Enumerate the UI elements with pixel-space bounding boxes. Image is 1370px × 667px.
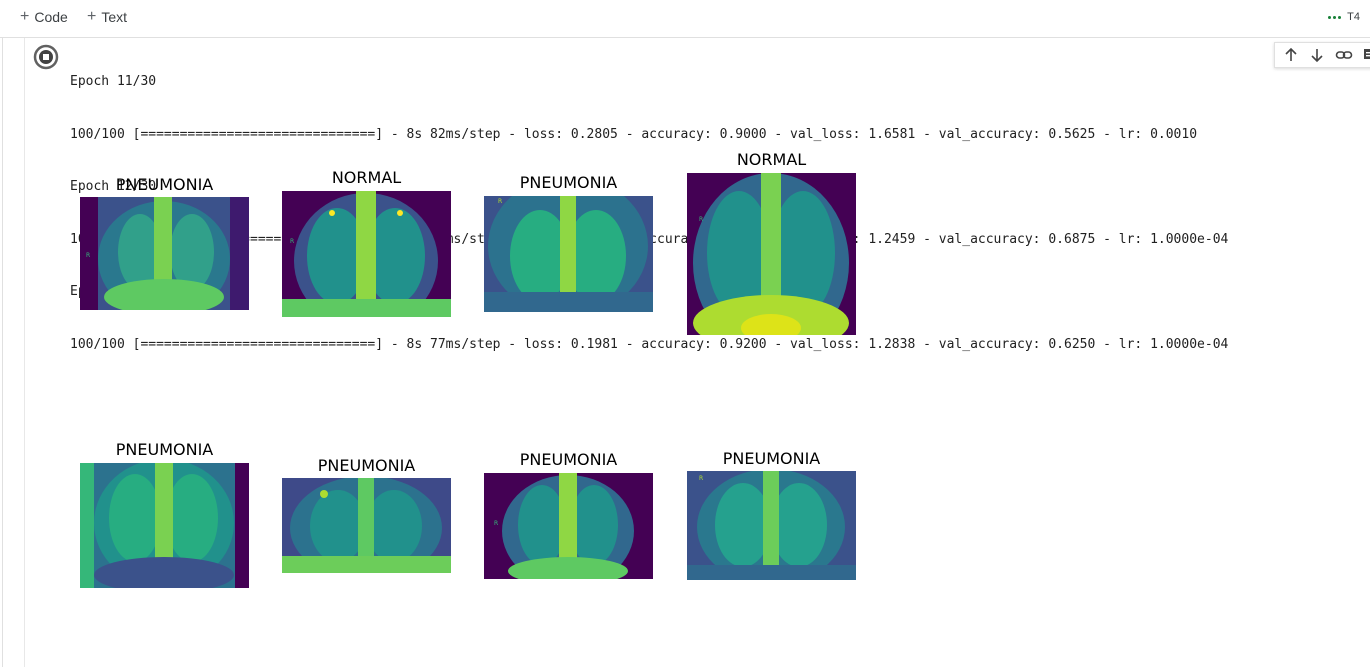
prediction-label: NORMAL [736, 150, 807, 169]
runtime-status-icon [1328, 15, 1342, 19]
prediction-label: PNEUMONIA [519, 450, 618, 469]
prediction-figure: PNEUMONIA R [687, 449, 856, 580]
chest-xray-image: R [484, 473, 653, 579]
chest-xray-image: R [484, 196, 653, 312]
arrow-down-icon [1311, 49, 1323, 63]
chest-xray-image: R [687, 173, 856, 335]
runtime-label: T4 [1347, 11, 1360, 23]
plus-icon: + [20, 8, 30, 25]
add-text-label: Text [101, 9, 128, 25]
chest-xray-image: R [282, 191, 451, 317]
output-line: Epoch 12/30 [70, 179, 157, 194]
cell-toolbar [1274, 42, 1370, 68]
stop-circle-icon [33, 44, 59, 70]
prediction-figure: PNEUMONIA R [484, 450, 653, 579]
comment-icon [1364, 49, 1370, 59]
comment-button[interactable] [1363, 47, 1370, 63]
svg-text:R: R [290, 238, 294, 245]
chest-xray-image [80, 463, 249, 588]
output-line: Epoch 11/30 [70, 74, 157, 89]
prediction-label: PNEUMONIA [519, 173, 618, 192]
svg-text:R: R [494, 520, 498, 527]
arrow-up-icon [1285, 47, 1297, 61]
svg-text:R: R [498, 198, 502, 205]
output-line: 100/100 [==============================]… [70, 336, 1229, 352]
chest-xray-image: R [687, 471, 856, 580]
prediction-figure: PNEUMONIA R [484, 173, 653, 312]
output-line: 100/100 [==============================]… [70, 126, 1198, 142]
add-code-button[interactable]: + Code [20, 8, 68, 26]
notebook-toolbar: + Code + Text T4 [0, 0, 1370, 38]
svg-text:R: R [699, 216, 703, 223]
runtime-indicator[interactable]: T4 [1328, 11, 1360, 23]
prediction-label: PNEUMONIA [115, 440, 214, 459]
prediction-label: NORMAL [331, 168, 402, 187]
move-up-button[interactable] [1283, 47, 1299, 63]
prediction-figure: NORMAL R [687, 150, 856, 335]
cell-left-border [24, 38, 25, 667]
chest-xray-image [282, 478, 451, 573]
move-down-button[interactable] [1309, 47, 1325, 63]
prediction-figure: PNEUMONIA [80, 440, 249, 588]
prediction-figure: PNEUMONIA R [80, 175, 249, 310]
prediction-figure: NORMAL R [282, 168, 451, 317]
stop-cell-button[interactable] [33, 44, 59, 70]
notebook-left-border [2, 38, 3, 667]
link-icon [1335, 51, 1353, 59]
add-code-label: Code [34, 9, 68, 25]
chest-xray-image: R [80, 197, 249, 310]
svg-text:R: R [699, 475, 703, 482]
add-text-button[interactable]: + Text [87, 8, 128, 26]
prediction-label: PNEUMONIA [722, 449, 821, 468]
plus-icon: + [87, 8, 97, 25]
prediction-label: PNEUMONIA [115, 175, 214, 194]
copy-link-button[interactable] [1335, 47, 1353, 63]
prediction-figure: PNEUMONIA [282, 456, 451, 573]
svg-text:R: R [86, 252, 90, 259]
prediction-label: PNEUMONIA [317, 456, 416, 475]
